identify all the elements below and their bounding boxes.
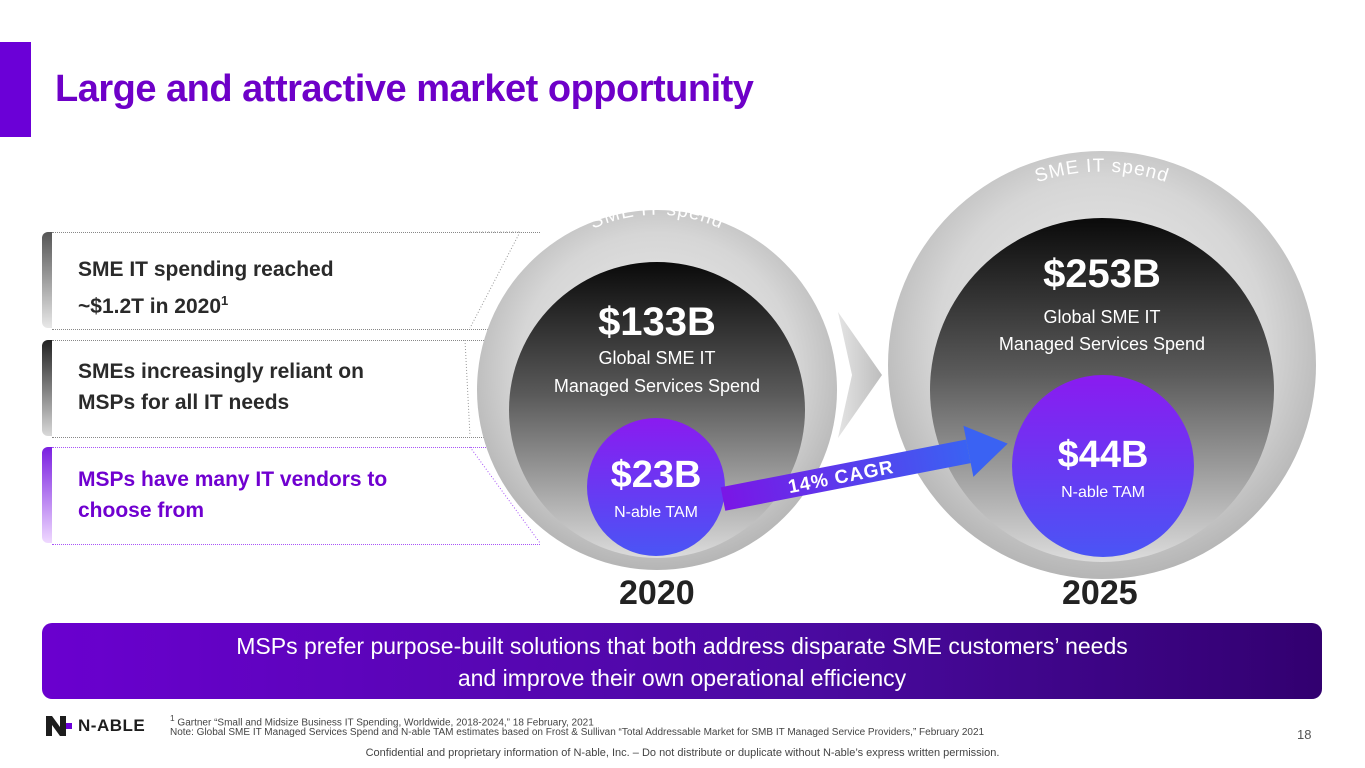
cagr-arrow-shaft bbox=[720, 439, 971, 511]
bullet-sme-spending: SME IT spending reached ~$1.2T in 20201 bbox=[42, 232, 540, 330]
bullet-line-text: ~$1.2T in 2020 bbox=[78, 295, 222, 318]
footnote-2: Note: Global SME IT Managed Services Spe… bbox=[170, 727, 985, 738]
tam-circle-2025 bbox=[1012, 375, 1194, 557]
bullet-line: MSPs have many IT vendors to bbox=[78, 468, 388, 491]
bullet-line: SME IT spending reached bbox=[78, 258, 334, 281]
spend-label-2020-line1: Global SME IT bbox=[598, 348, 715, 368]
page-number: 18 bbox=[1297, 727, 1312, 742]
bullet-text: MSPs have many IT vendors to choose from bbox=[78, 464, 387, 526]
year-label-2025: 2025 bbox=[1062, 574, 1138, 612]
connector-line bbox=[469, 231, 521, 329]
bullet-many-vendors: MSPs have many IT vendors to choose from bbox=[42, 447, 540, 545]
bullet-body bbox=[52, 232, 540, 330]
n-able-logo: N-ABLE bbox=[46, 716, 145, 736]
inner-circle-2020 bbox=[509, 262, 805, 558]
banner-line: and improve their own operational effici… bbox=[457, 665, 907, 691]
year-label-2020: 2020 bbox=[619, 574, 695, 612]
bullet-body bbox=[52, 340, 540, 438]
bullet-line: choose from bbox=[78, 499, 205, 522]
n-able-logo-icon bbox=[46, 716, 72, 736]
summary-banner: MSPs prefer purpose-built solutions that… bbox=[42, 623, 1322, 699]
spend-label-2025-line1: Global SME IT bbox=[1043, 307, 1160, 327]
connector-line bbox=[464, 339, 471, 437]
spend-label-2020-line2: Managed Services Spend bbox=[554, 376, 760, 396]
spend-value-2025: $253B bbox=[1043, 252, 1161, 296]
bullet-text: SME IT spending reached ~$1.2T in 20201 bbox=[78, 254, 334, 322]
tam-circle-2020 bbox=[587, 418, 725, 556]
connector-line bbox=[469, 446, 541, 544]
bullet-line: ~$1.2T in 20201 bbox=[78, 285, 334, 322]
spend-label-2025-line2: Managed Services Spend bbox=[999, 334, 1205, 354]
bullet-text: SMEs increasingly reliant on MSPs for al… bbox=[78, 356, 364, 418]
accent-bar bbox=[0, 42, 31, 137]
arrow-head-icon bbox=[963, 425, 1008, 477]
tam-label-2020: N-able TAM bbox=[614, 504, 698, 521]
banner-line: MSPs prefer purpose-built solutions that… bbox=[236, 633, 1128, 659]
spend-value-2020: $133B bbox=[598, 300, 716, 344]
bullet-msp-reliance: SMEs increasingly reliant on MSPs for al… bbox=[42, 340, 540, 438]
bullet-line: SMEs increasingly reliant on bbox=[78, 360, 364, 383]
bullet-body bbox=[52, 447, 540, 545]
footnote-1: 1 Gartner “Small and Midsize Business IT… bbox=[170, 713, 594, 728]
tam-label-2025: N-able TAM bbox=[1061, 484, 1145, 501]
footnote-marker: 1 bbox=[170, 713, 175, 723]
logo-wordmark: N-ABLE bbox=[78, 716, 146, 735]
footnote-text: Gartner “Small and Midsize Business IT S… bbox=[177, 717, 594, 729]
chevron-right-icon bbox=[838, 312, 882, 438]
tam-value-2020: $23B bbox=[611, 454, 702, 496]
tam-value-2025: $44B bbox=[1058, 434, 1149, 476]
confidentiality-notice: Confidential and proprietary information… bbox=[365, 747, 1000, 759]
bullet-line: MSPs for all IT needs bbox=[78, 391, 290, 414]
footnote-marker: 1 bbox=[221, 293, 229, 308]
slide-title: Large and attractive market opportunity bbox=[55, 68, 754, 110]
